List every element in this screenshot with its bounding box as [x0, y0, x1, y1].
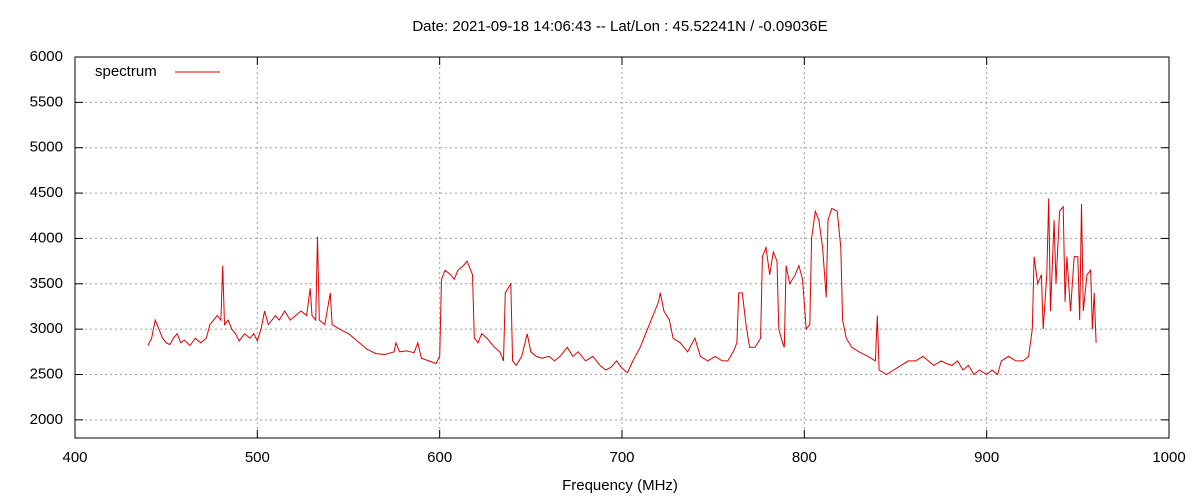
- x-tick-label: 1000: [1152, 449, 1185, 466]
- y-tick-label: 5000: [30, 139, 63, 156]
- spectrum-line: [147, 198, 1097, 376]
- legend-label: spectrum: [95, 63, 157, 80]
- y-tick-label: 6000: [30, 48, 63, 65]
- x-tick-label: 900: [974, 449, 999, 466]
- y-tick-label: 5500: [30, 93, 63, 110]
- chart-title: Date: 2021-09-18 14:06:43 -- Lat/Lon : 4…: [412, 18, 827, 35]
- y-tick-label: 4000: [30, 229, 63, 246]
- x-axis-label: Frequency (MHz): [562, 477, 678, 494]
- y-tick-label: 2500: [30, 365, 63, 382]
- x-tick-label: 500: [245, 449, 270, 466]
- x-tick-label: 600: [427, 449, 452, 466]
- y-tick-label: 3000: [30, 320, 63, 337]
- y-tick-label: 2000: [30, 411, 63, 428]
- y-tick-label: 4500: [30, 184, 63, 201]
- x-tick-label: 400: [62, 449, 87, 466]
- y-tick-label: 3500: [30, 275, 63, 292]
- x-tick-label: 800: [792, 449, 817, 466]
- plot-frame: [74, 56, 1170, 439]
- x-tick-label: 700: [609, 449, 634, 466]
